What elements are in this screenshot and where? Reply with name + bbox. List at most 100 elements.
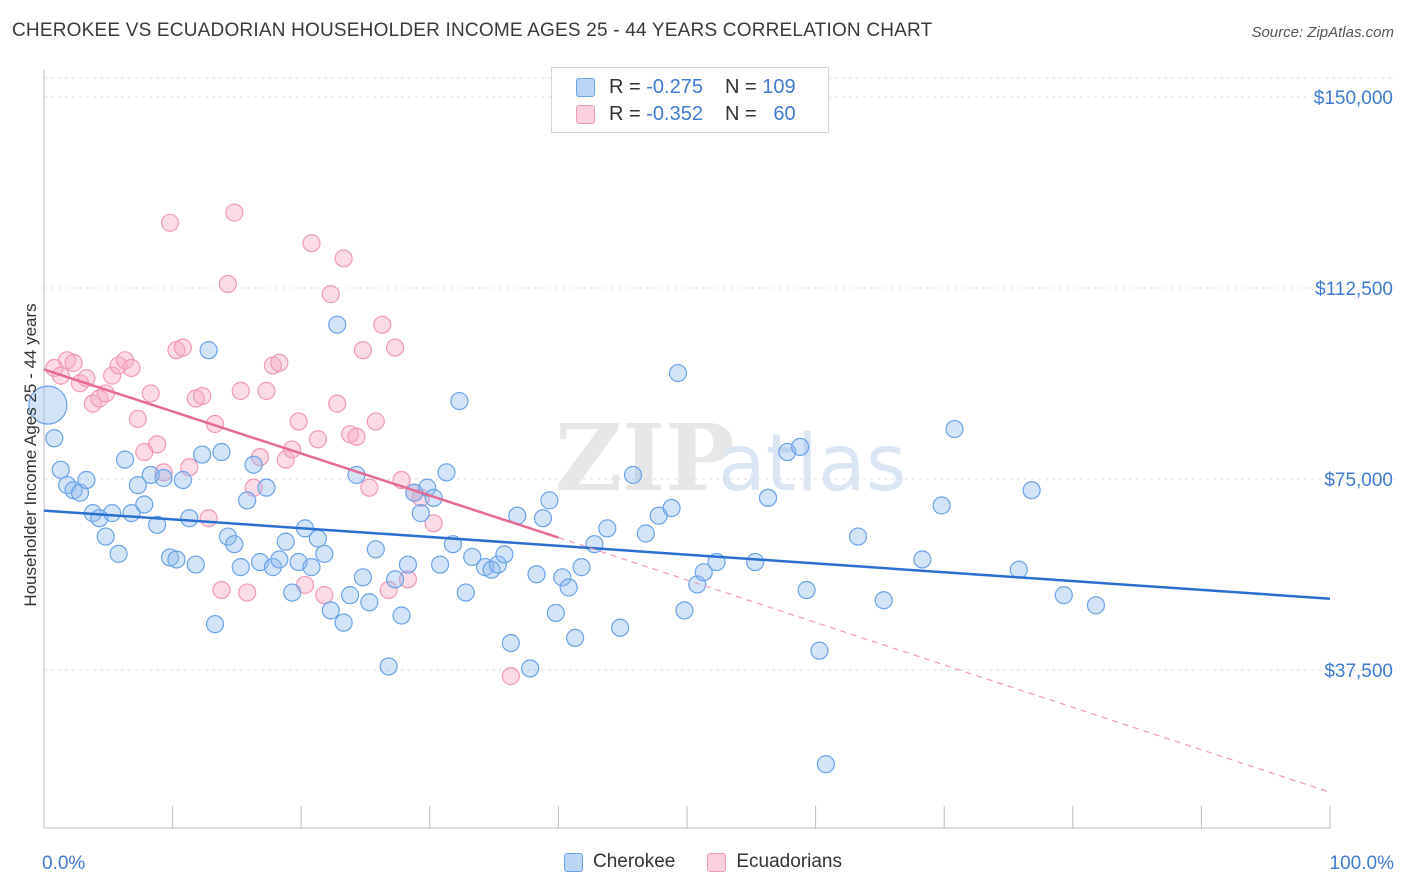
cherokee-point	[283, 583, 302, 602]
cherokee-point	[694, 563, 713, 582]
cherokee-point	[746, 552, 765, 572]
ecuadorians-point	[270, 353, 289, 372]
y-tick-label: $75,000	[1324, 470, 1393, 491]
cherokee-point	[945, 419, 964, 439]
cherokee-point	[668, 363, 688, 383]
legend-n-value-ecuadorians: 60	[773, 102, 796, 125]
cherokee-point	[521, 659, 540, 678]
y-tick-label: $150,000	[1314, 88, 1393, 109]
cherokee-point	[566, 628, 585, 648]
cherokee-point	[321, 601, 340, 620]
cherokee-point	[270, 550, 289, 569]
ecuadorians-point	[257, 381, 276, 400]
ecuadorians-point	[276, 450, 295, 469]
ecuadorians-point	[148, 435, 167, 454]
ecuadorians-point	[373, 315, 392, 334]
cherokee-point	[1086, 596, 1106, 615]
cherokee-point	[636, 524, 655, 543]
cherokee-point	[366, 540, 385, 559]
cherokee-point	[212, 442, 231, 462]
ecuadorians-point	[302, 234, 321, 253]
legend-r-value-cherokee: -0.275	[646, 75, 703, 98]
watermark-zip: ZIP	[555, 404, 734, 512]
cherokee-point	[238, 491, 257, 510]
y-tick-label: $112,500	[1315, 279, 1393, 300]
ecuadorians-point	[334, 249, 353, 268]
series-legend: Cherokee Ecuadorians	[0, 851, 1406, 873]
cherokee-point	[932, 496, 951, 515]
legend-swatch-ecuadorians	[576, 104, 595, 124]
x-tick-label: 100.0%	[1330, 853, 1395, 874]
legend-row-ecuadorians: R = -0.352 N = 60	[576, 101, 796, 127]
ecuadorians-point	[347, 427, 366, 446]
cherokee-point	[128, 476, 147, 495]
legend-r-value-ecuadorians: -0.352	[646, 102, 703, 125]
cherokee-point	[135, 495, 154, 514]
cherokee-point	[160, 548, 180, 567]
cherokee-point	[848, 527, 868, 546]
cherokee-point	[816, 755, 835, 774]
cherokee-point	[308, 529, 328, 548]
cherokee-point	[263, 558, 283, 577]
cherokee-point	[540, 491, 559, 510]
x-tick-labels: 0.0% 100.0%	[42, 853, 1394, 874]
series-legend-ecuadorians: Ecuadorians	[707, 851, 842, 873]
ecuadorians-point	[212, 580, 231, 600]
cherokee-point	[1054, 586, 1073, 605]
ecuadorians-point	[205, 414, 225, 434]
legend-r-label: R =	[609, 75, 641, 98]
watermark-atlas: atlas	[718, 419, 907, 509]
cherokee-point	[611, 618, 630, 637]
cherokee-point	[450, 391, 469, 411]
ecuadorians-point	[398, 570, 418, 589]
ecuadorians-point	[103, 366, 122, 385]
ecuadorians-point	[115, 351, 135, 370]
watermark: ZIP atlas	[555, 404, 907, 512]
ecuadorians-point	[289, 412, 308, 431]
cherokee-point	[103, 504, 122, 523]
ecuadorians-trend-line	[43, 368, 559, 539]
y-tick-labels: $37,500 $75,000 $112,500 $150,000	[1314, 88, 1393, 682]
cherokee-point	[186, 555, 205, 574]
cherokee-point	[28, 385, 68, 425]
cherokee-point	[244, 455, 263, 474]
ecuadorians-point	[218, 274, 237, 294]
cherokee-point	[675, 601, 694, 620]
cherokee-point	[45, 429, 64, 448]
cherokee-point	[463, 547, 482, 567]
ecuadorians-point	[424, 514, 443, 533]
cherokee-trend-line	[43, 509, 1331, 600]
cherokee-point	[913, 550, 932, 569]
cherokee-point	[437, 463, 456, 482]
cherokee-point	[488, 555, 508, 574]
ecuadorians-point	[353, 341, 373, 360]
cherokee-point	[662, 498, 681, 518]
cherokee-point	[51, 460, 70, 479]
ecuadorians-point	[308, 430, 328, 449]
cherokee-point	[797, 580, 816, 600]
trend-lines	[43, 368, 1331, 793]
ecuadorians-point	[366, 412, 385, 431]
cherokee-point	[167, 550, 186, 569]
cherokee-point	[1022, 481, 1041, 500]
cherokee-point	[199, 341, 218, 360]
cherokee-point	[180, 509, 199, 528]
ecuadorians-point	[250, 447, 270, 467]
chart-source: Source: ZipAtlas.com	[1251, 24, 1394, 41]
cherokee-point	[225, 535, 244, 554]
cherokee-point	[173, 470, 192, 490]
cherokee-point	[154, 468, 173, 488]
ecuadorians-point	[315, 586, 334, 605]
series-label-ecuadorians: Ecuadorians	[736, 851, 842, 872]
cherokee-point	[360, 593, 379, 612]
cherokee-point	[810, 641, 829, 660]
cherokee-point	[379, 657, 398, 676]
cherokee-point	[77, 470, 96, 490]
cherokee-point	[495, 545, 514, 564]
series-legend-cherokee: Cherokee	[563, 851, 675, 873]
chart-title: CHEROKEE VS ECUADORIAN HOUSEHOLDER INCOM…	[12, 20, 933, 41]
cherokee-point	[411, 504, 430, 523]
series-swatch-ecuadorians	[707, 852, 727, 872]
cherokee-points	[28, 315, 1106, 774]
